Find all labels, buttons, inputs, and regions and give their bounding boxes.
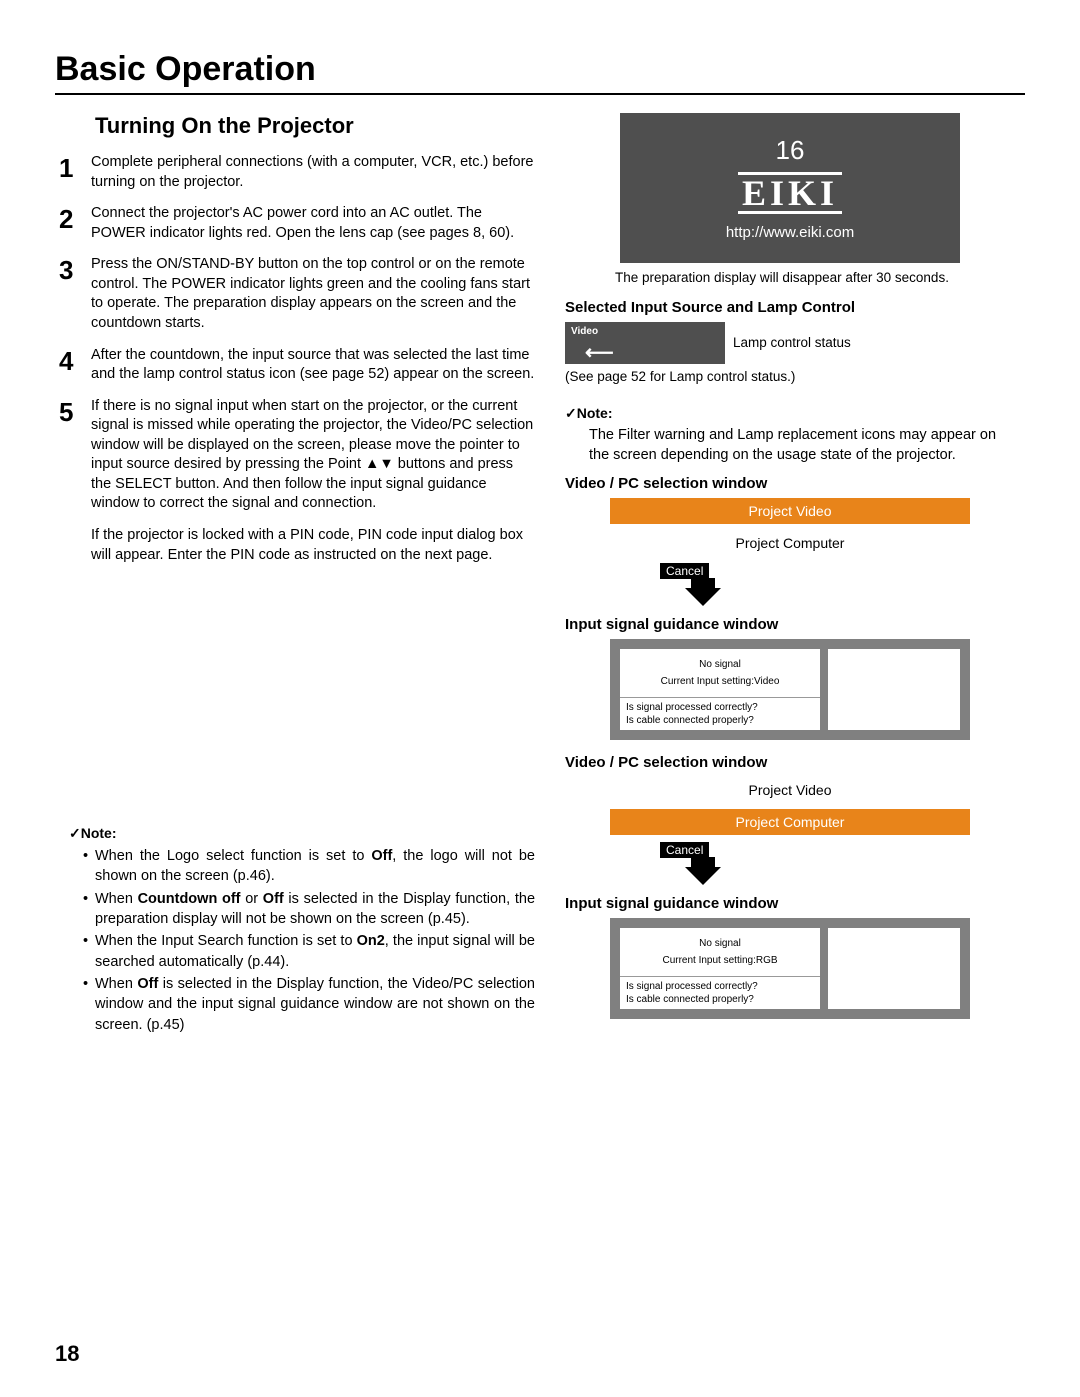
note-list: When the Logo select function is set to …	[83, 846, 535, 1035]
note-item: When the Input Search function is set to…	[83, 931, 535, 972]
guidance-window-1: No signal Current Input setting:Video Is…	[610, 639, 970, 740]
step-4: 4 After the countdown, the input source …	[55, 346, 535, 385]
guidance-diagram-panel	[828, 928, 960, 1009]
step-text: After the countdown, the input source th…	[91, 346, 535, 385]
step-2: 2 Connect the projector's AC power cord …	[55, 204, 535, 243]
left-column: Turning On the Projector 1 Complete peri…	[55, 113, 535, 1037]
signal-q2: Is cable connected properly?	[620, 715, 820, 730]
eiki-url: http://www.eiki.com	[726, 224, 854, 241]
down-arrow-icon	[685, 588, 721, 606]
signal-q1: Is signal processed correctly?	[620, 976, 820, 994]
project-video-option[interactable]: Project Video	[610, 498, 970, 524]
video-label: Video	[571, 326, 598, 337]
note-label: ✓Note:	[565, 405, 1015, 422]
lamp-arrow-icon: ⟵	[585, 340, 614, 365]
current-input-text: Current Input setting:RGB	[620, 953, 820, 976]
note-label: ✓Note:	[69, 825, 535, 842]
step-number: 3	[55, 255, 91, 333]
step-number: 4	[55, 346, 91, 385]
selected-input-heading: Selected Input Source and Lamp Control	[565, 299, 1015, 316]
note-item: When Countdown off or Off is selected in…	[83, 889, 535, 930]
guidance-heading-2: Input signal guidance window	[565, 895, 1015, 912]
section-title: Turning On the Projector	[95, 113, 535, 139]
step-text: Connect the projector's AC power cord in…	[91, 204, 535, 243]
step-text: If there is no signal input when start o…	[91, 397, 535, 514]
signal-q1: Is signal processed correctly?	[620, 697, 820, 715]
current-input-text: Current Input setting:Video	[620, 674, 820, 697]
no-signal-text: No signal	[620, 649, 820, 674]
note-item: When Off is selected in the Display func…	[83, 974, 535, 1035]
step-text: Press the ON/STAND-BY button on the top …	[91, 255, 535, 333]
eiki-logo: EIKI	[738, 172, 842, 214]
selection-window-1: Project Video Project Computer Cancel	[610, 498, 970, 580]
guidance-text-panel: No signal Current Input setting:Video Is…	[620, 649, 820, 730]
guidance-diagram-panel	[828, 649, 960, 730]
guidance-heading-1: Input signal guidance window	[565, 616, 1015, 633]
lamp-status-label: Lamp control status	[733, 335, 851, 350]
down-arrow-icon	[685, 867, 721, 885]
step-3: 3 Press the ON/STAND-BY button on the to…	[55, 255, 535, 333]
vpc-heading-1: Video / PC selection window	[565, 475, 1015, 492]
page-title: Basic Operation	[55, 50, 1025, 95]
vpc-heading-2: Video / PC selection window	[565, 754, 1015, 771]
guidance-window-2: No signal Current Input setting:RGB Is s…	[610, 918, 970, 1019]
cancel-button[interactable]: Cancel	[660, 842, 709, 858]
lamp-control-row: Video ⟵ Lamp control status	[565, 322, 1015, 364]
guidance-text-panel: No signal Current Input setting:RGB Is s…	[620, 928, 820, 1009]
right-note-text: The Filter warning and Lamp replacement …	[589, 426, 1015, 465]
selection-window-2: Project Video Project Computer Cancel	[610, 777, 970, 859]
step-number: 2	[55, 204, 91, 243]
step-number: 5	[55, 397, 91, 514]
step-number: 1	[55, 153, 91, 192]
signal-q2: Is cable connected properly?	[620, 994, 820, 1009]
note-item: When the Logo select function is set to …	[83, 846, 535, 887]
step-1: 1 Complete peripheral connections (with …	[55, 153, 535, 192]
project-computer-option[interactable]: Project Computer	[610, 809, 970, 835]
step-5: 5 If there is no signal input when start…	[55, 397, 535, 514]
lamp-see-page: (See page 52 for Lamp control status.)	[565, 368, 1015, 386]
step-text: Complete peripheral connections (with a …	[91, 153, 535, 192]
content-columns: Turning On the Projector 1 Complete peri…	[55, 113, 1025, 1037]
eiki-splash-box: 16 EIKI http://www.eiki.com	[620, 113, 960, 263]
no-signal-text: No signal	[620, 928, 820, 953]
lamp-status-box: Video ⟵	[565, 322, 725, 364]
prep-caption: The preparation display will disappear a…	[615, 269, 1015, 287]
cancel-button[interactable]: Cancel	[660, 563, 709, 579]
page-number: 18	[55, 1341, 79, 1367]
project-video-option[interactable]: Project Video	[610, 777, 970, 803]
countdown-number: 16	[776, 135, 805, 166]
project-computer-option[interactable]: Project Computer	[610, 530, 970, 556]
pin-code-paragraph: If the projector is locked with a PIN co…	[91, 526, 535, 565]
right-column: 16 EIKI http://www.eiki.com The preparat…	[565, 113, 1015, 1037]
